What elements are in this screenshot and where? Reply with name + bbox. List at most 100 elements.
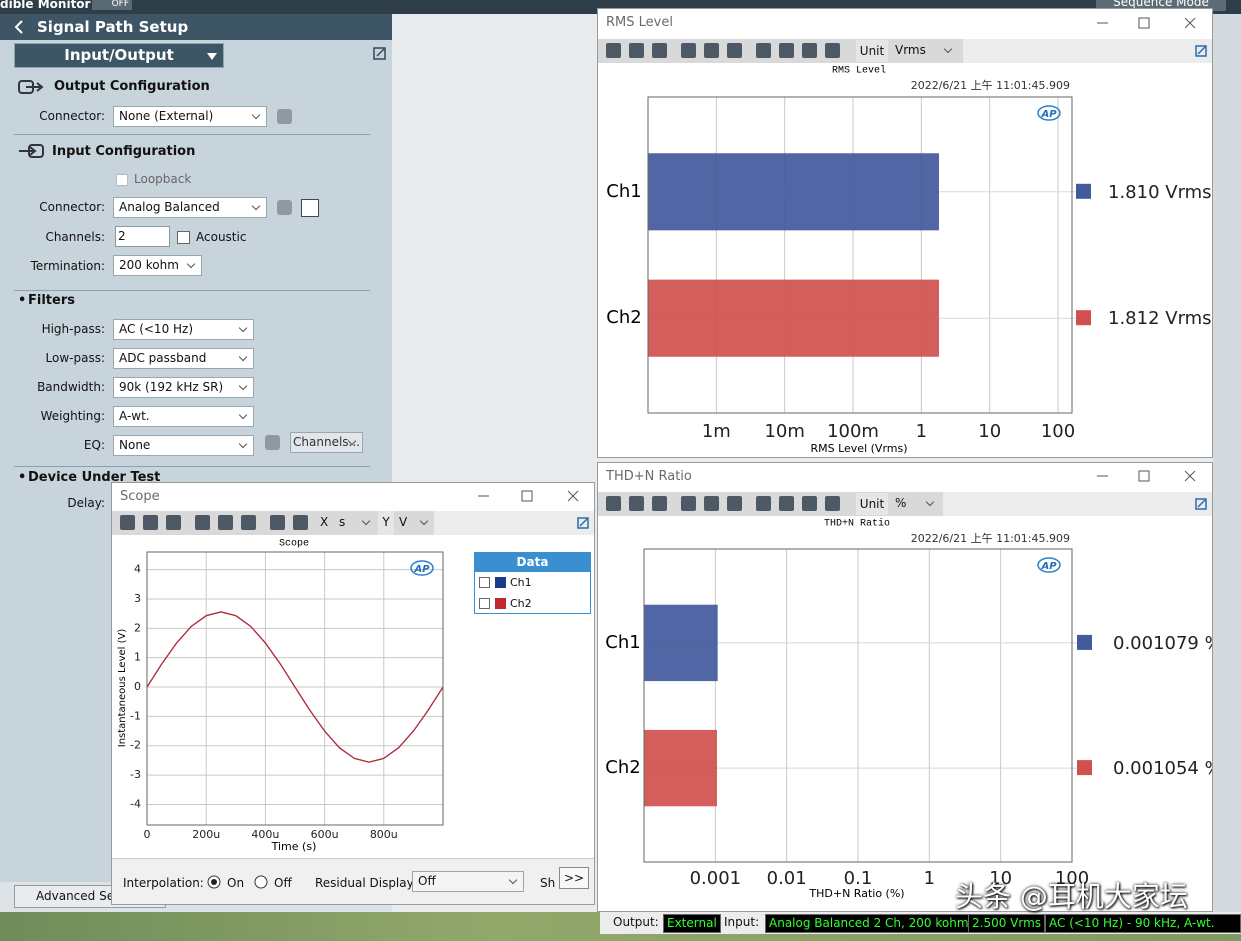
unit-select[interactable]: Vrms [890, 41, 958, 62]
toolbar-button[interactable] [802, 496, 817, 511]
series-line [146, 611, 444, 763]
toolbar-button[interactable] [270, 515, 285, 530]
toolbar-button[interactable] [756, 496, 771, 511]
y-tick-label: 4 [134, 563, 141, 576]
section-title: Input Configuration [52, 144, 196, 159]
y-axis-label: Instantaneous Level (V) [117, 629, 128, 748]
toolbar-button[interactable] [802, 43, 817, 58]
legend-label: Ch2 [510, 597, 532, 610]
window-controls[interactable] [1093, 15, 1203, 31]
toolbar-button[interactable] [704, 43, 719, 58]
window-controls[interactable] [474, 488, 584, 504]
acoustic-checkbox[interactable] [177, 231, 190, 244]
more-button[interactable]: >> [559, 867, 589, 889]
sequence-mode[interactable]: Sequence Mode [1096, 0, 1226, 11]
x-tick-label: 0.01 [767, 868, 807, 889]
watermark: 头条 @耳机大家坛 [955, 880, 1188, 913]
toolbar-button[interactable] [629, 43, 644, 58]
status-output: External [663, 914, 721, 933]
toolbar-button[interactable] [293, 515, 308, 530]
page-select[interactable]: Input/Output [14, 43, 224, 68]
settings-button[interactable] [265, 435, 280, 450]
settings-button[interactable] [277, 200, 292, 215]
plot-frame [146, 551, 444, 826]
residual-select[interactable]: Off [412, 871, 524, 892]
toolbar-button[interactable] [195, 515, 210, 530]
filter-select[interactable]: 90k (192 kHz SR) [113, 377, 254, 398]
toolbar-button[interactable] [779, 496, 794, 511]
x-tick-label: 1m [702, 421, 731, 442]
x-tick-label: 100m [827, 421, 879, 442]
x-tick-label: 0.1 [844, 868, 873, 889]
toolbar: X s Y V [112, 511, 434, 535]
legend-checkbox[interactable] [479, 577, 490, 588]
toolbar-button[interactable] [652, 496, 667, 511]
filter-select[interactable]: None [113, 435, 254, 456]
toolbar-button[interactable] [704, 496, 719, 511]
scope-window: Scope Time (s) Instantaneous Level (V) 0 200… [111, 482, 595, 905]
toolbar-button[interactable] [825, 496, 840, 511]
bullet: • [18, 470, 27, 485]
input-connector[interactable]: Analog Balanced [113, 197, 267, 218]
logo: AP [1040, 109, 1057, 120]
toolbar-button[interactable] [120, 515, 135, 530]
channels-button[interactable]: Channels... [290, 432, 363, 453]
info-button[interactable] [301, 199, 319, 217]
x-tick-label: 200u [192, 828, 220, 841]
separator [14, 290, 370, 291]
toolbar-button[interactable] [825, 43, 840, 58]
toolbar-button[interactable] [166, 515, 181, 530]
x-tick-label: 1 [916, 421, 927, 442]
toolbar-button[interactable] [727, 43, 742, 58]
unit-select[interactable]: % [890, 494, 940, 515]
bullet: • [18, 293, 27, 308]
toolbar-button[interactable] [779, 43, 794, 58]
x-tick-label: 400u [251, 828, 279, 841]
toolbar-button[interactable] [218, 515, 233, 530]
panel-title: Signal Path Setup [37, 18, 189, 36]
popout-icon[interactable] [373, 47, 386, 60]
toolbar-button[interactable] [756, 43, 771, 58]
y-unit-select[interactable]: V [394, 513, 434, 534]
y-tick-label: -4 [130, 797, 141, 810]
export-icon[interactable] [1195, 45, 1207, 57]
toolbar-button[interactable] [629, 496, 644, 511]
radio-off[interactable] [254, 875, 268, 889]
category-label: Ch2 [606, 307, 641, 328]
window-controls[interactable] [1093, 468, 1203, 484]
toolbar: Unit % [598, 492, 943, 516]
legend-swatch [495, 598, 506, 609]
toolbar-button[interactable] [681, 496, 696, 511]
termination-select[interactable]: 200 kohm [113, 255, 202, 276]
back-icon[interactable] [14, 20, 24, 34]
x-axis-label: X [320, 515, 329, 529]
toolbar-button[interactable] [606, 496, 621, 511]
toolbar-button[interactable] [727, 496, 742, 511]
plot-area [147, 552, 443, 825]
filter-select[interactable]: A-wt. [113, 406, 254, 427]
output-connector[interactable]: None (External) [113, 106, 267, 127]
monitor-label: dible Monitor [0, 0, 91, 11]
filter-select[interactable]: AC (<10 Hz) [113, 319, 254, 340]
toolbar-button[interactable] [241, 515, 256, 530]
status-input: Analog Balanced 2 Ch, 200 kohm [765, 914, 973, 933]
settings-button[interactable] [277, 109, 292, 124]
export-icon[interactable] [1195, 498, 1207, 510]
toolbar-button[interactable] [606, 43, 621, 58]
channels-spinner[interactable]: 2 [115, 226, 170, 247]
filter-select[interactable]: ADC passband [113, 348, 254, 369]
input-icon [19, 144, 44, 158]
y-axis-label: Y [378, 511, 394, 535]
legend-checkbox[interactable] [479, 598, 490, 609]
value-label: 0.001079 % [1113, 633, 1213, 654]
toolbar-button[interactable] [143, 515, 158, 530]
toolbar-button[interactable] [652, 43, 667, 58]
export-icon[interactable] [577, 517, 589, 529]
y-tick-label: -2 [130, 739, 141, 752]
x-tick-label: 100 [1041, 421, 1075, 442]
toolbar-button[interactable] [681, 43, 696, 58]
x-unit-select[interactable]: s [334, 513, 376, 534]
loopback-checkbox[interactable] [116, 174, 128, 186]
monitor-toggle[interactable]: OFF [92, 0, 132, 10]
radio-on[interactable] [207, 875, 221, 889]
